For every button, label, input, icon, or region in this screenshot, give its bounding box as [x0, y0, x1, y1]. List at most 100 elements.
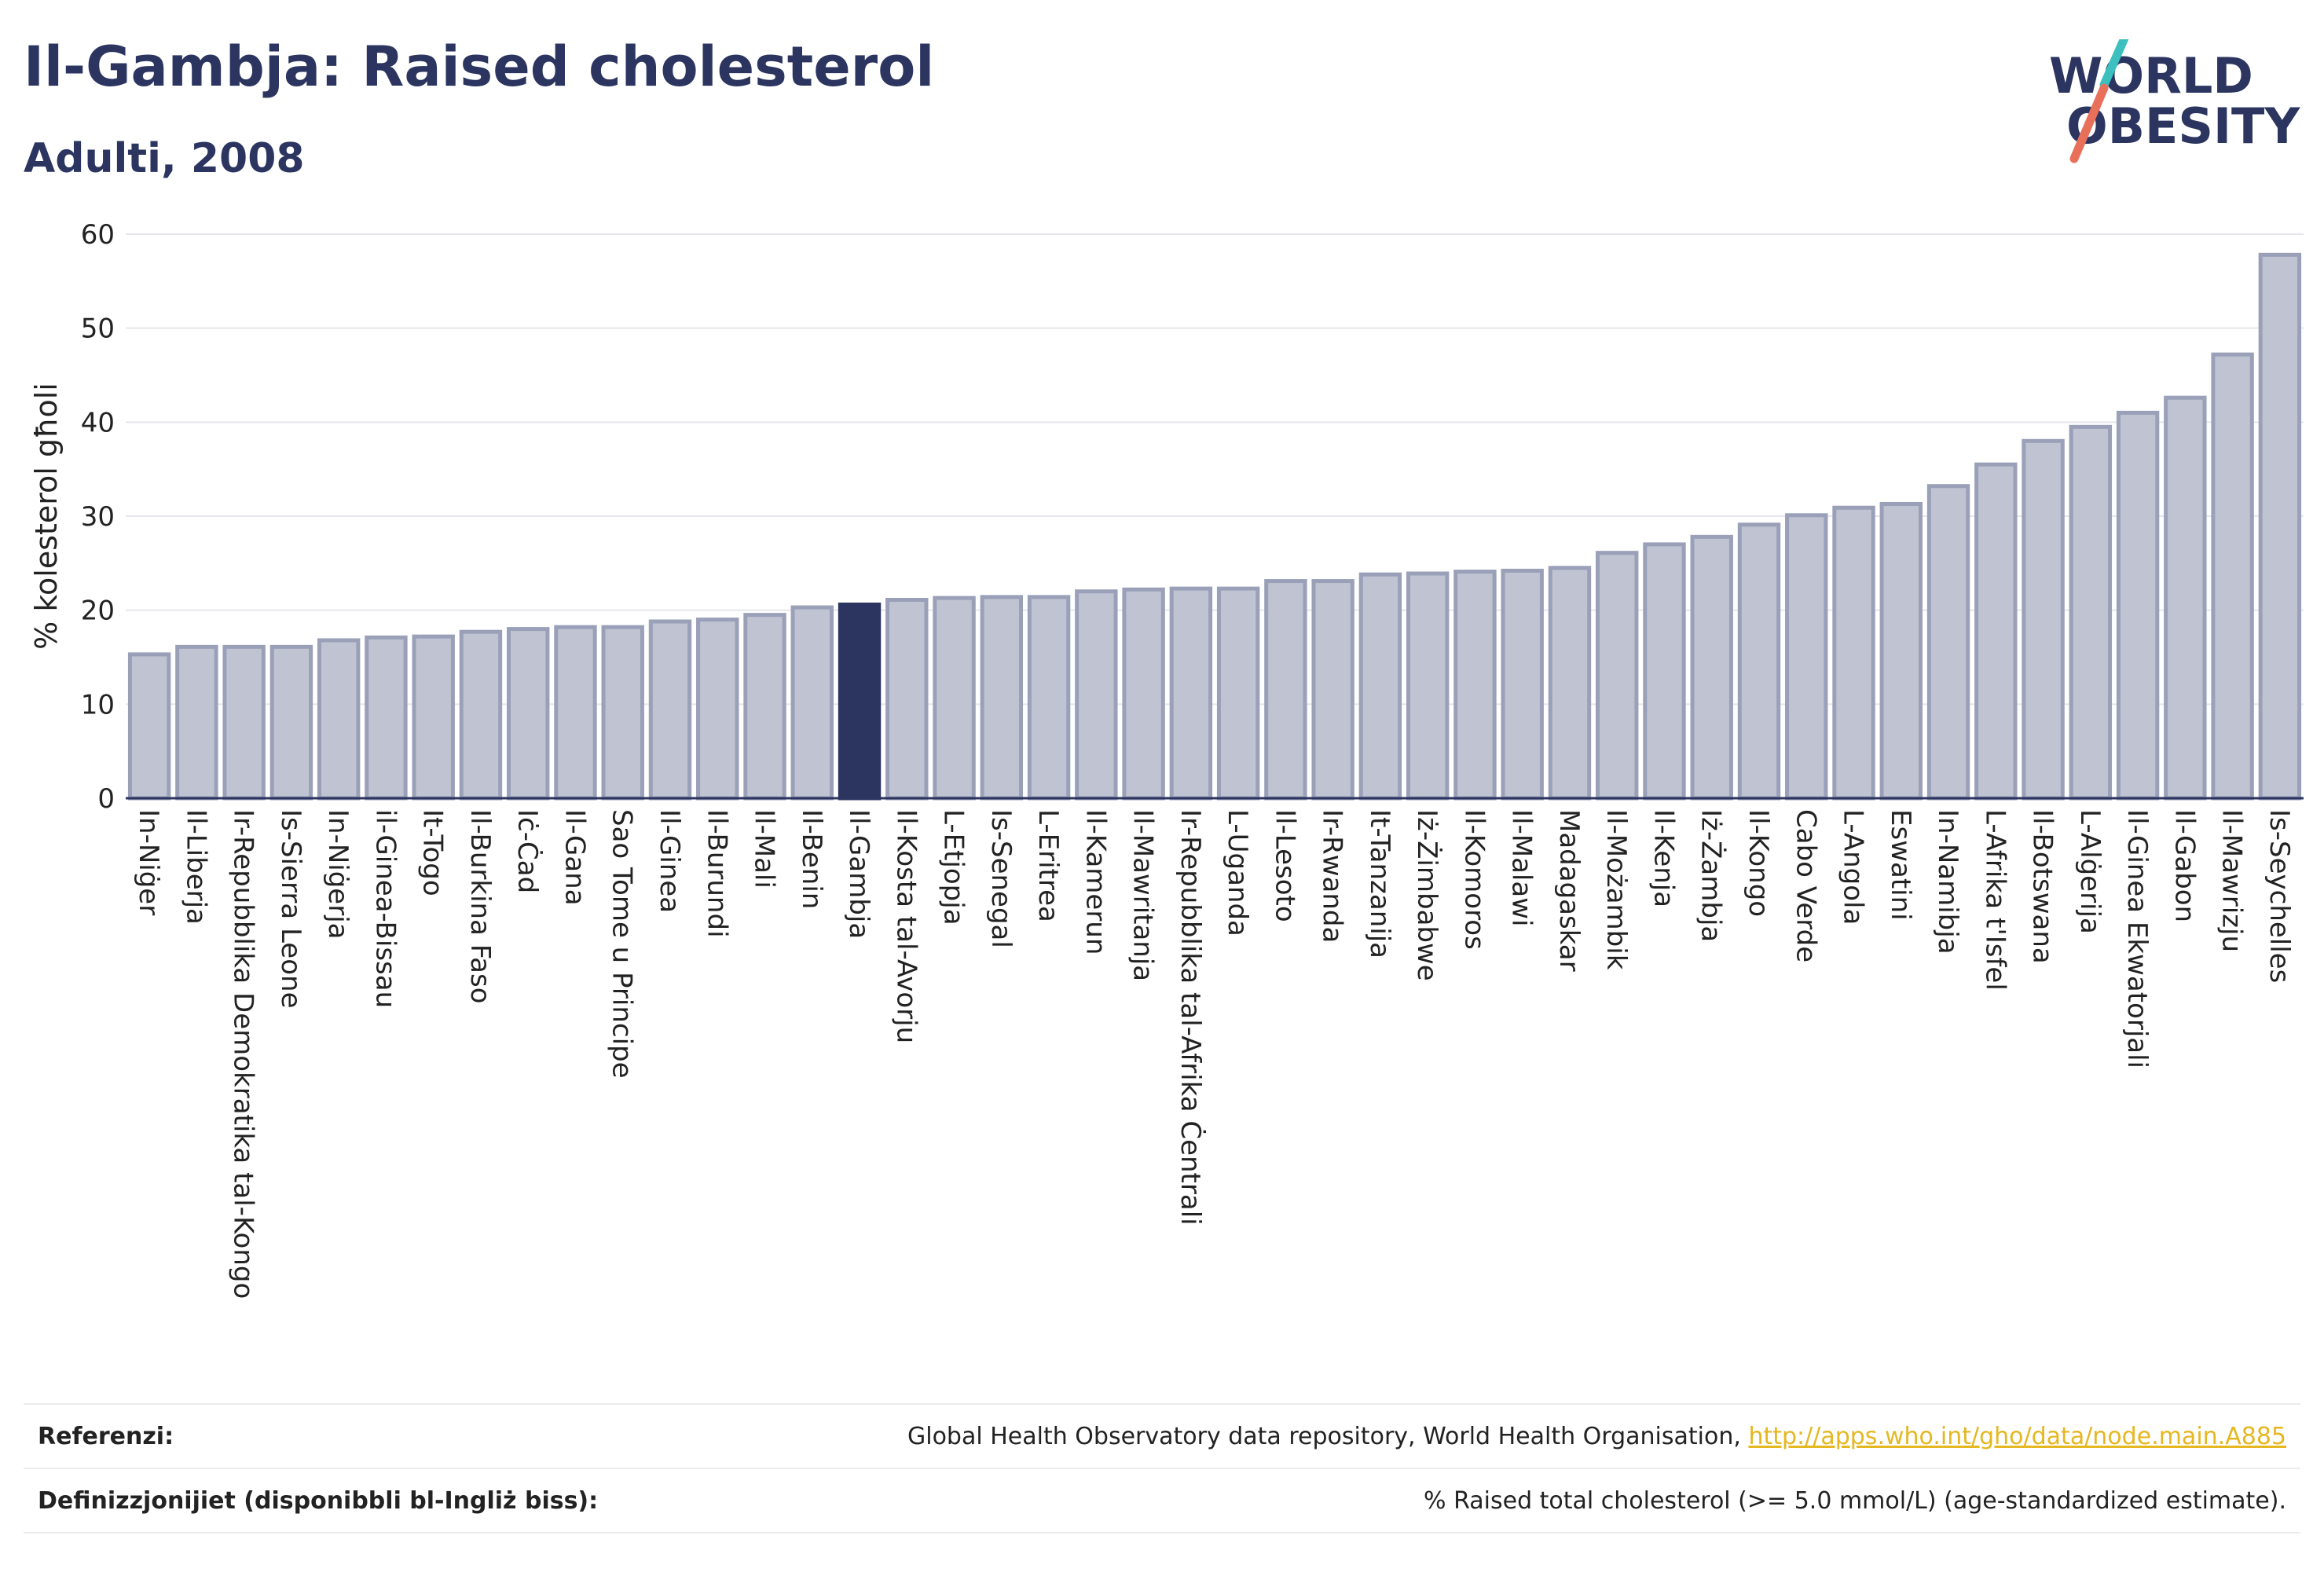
x-tick-label: Is-Sierra Leone: [275, 809, 306, 1009]
bar-default[interactable]: [696, 618, 739, 801]
bar-default[interactable]: [1737, 522, 1781, 801]
references-text: Global Health Observatory data repositor…: [907, 1422, 1741, 1450]
x-tick-label: Cabo Verde: [1790, 809, 1821, 962]
bar-default[interactable]: [648, 619, 692, 801]
chart-title: Il-Gambja: Raised cholesterol: [24, 35, 935, 99]
x-tick-label: L-Angola: [1838, 809, 1869, 925]
x-tick-label: Ir-Repubblika tal-Afrika Ċentrali: [1175, 809, 1207, 1226]
bar-default[interactable]: [601, 625, 644, 801]
bar-default[interactable]: [743, 613, 786, 801]
x-tick-label: Il-Kongo: [1743, 809, 1774, 917]
bar-default[interactable]: [2022, 438, 2065, 801]
references-link[interactable]: http://apps.who.int/gho/data/node.main.A…: [1748, 1422, 2286, 1450]
y-tick-label: 50: [81, 313, 115, 345]
bar-default[interactable]: [1358, 572, 1402, 801]
x-tick-label: It-Togo: [417, 809, 449, 896]
bar-default[interactable]: [1785, 513, 1828, 801]
references-value: Global Health Observatory data repositor…: [907, 1423, 2300, 1450]
y-axis-label: % kolesterol għoli: [29, 383, 64, 650]
definitions-label: Definizzjonijiet (disponibbli bl-Ingliż …: [38, 1486, 599, 1515]
bar-default[interactable]: [1169, 586, 1213, 801]
bar-default[interactable]: [1879, 501, 1923, 801]
logo-slash-top: [2099, 39, 2129, 90]
bar-default[interactable]: [459, 629, 503, 801]
x-tick-label: Il-Benin: [796, 809, 827, 909]
logo-text-world: WORLD: [2049, 47, 2253, 104]
y-tick-label: 40: [81, 407, 115, 438]
x-tick-label: L-Uganda: [1222, 809, 1253, 936]
x-tick-label: Il-Mawritanja: [1127, 809, 1159, 981]
x-tick-label: Il-Kosta tal-Avorju: [890, 809, 922, 1043]
bar-default[interactable]: [1596, 551, 1639, 801]
bar-default[interactable]: [1027, 595, 1071, 801]
x-tick-label: Ir-Repubblika Demokratika tal-Kongo: [228, 809, 259, 1299]
references-label: Referenzi:: [38, 1422, 174, 1450]
definitions-row: Definizzjonijiet (disponibbli bl-Ingliż …: [24, 1468, 2300, 1534]
x-tick-label: Il-Lesoto: [1269, 809, 1300, 922]
bar-default[interactable]: [1453, 570, 1497, 801]
bar-default[interactable]: [127, 652, 171, 801]
bar-default[interactable]: [2069, 424, 2113, 801]
y-tick-label: 60: [81, 219, 115, 251]
bar-default[interactable]: [1501, 568, 1544, 801]
bar-default[interactable]: [790, 605, 834, 801]
bar-chart: 0 10 20 30 40 50 60 % kolesterol għoli In-Niġer I…: [29, 219, 2304, 1299]
bar-default[interactable]: [1548, 566, 1592, 801]
x-tick-label: L-Afrika t'Isfel: [1979, 809, 2011, 991]
bar-default[interactable]: [1690, 534, 1733, 801]
bar-highlighted[interactable]: [838, 602, 882, 801]
x-tick-label: In-Niġer: [133, 809, 164, 915]
bar-default[interactable]: [412, 634, 455, 801]
x-tick-label: Il-Mawrizju: [2216, 809, 2248, 952]
bar-default[interactable]: [1974, 462, 2018, 801]
bar-default[interactable]: [1832, 505, 1875, 801]
x-tick-label: L-Alġerija: [2074, 809, 2106, 934]
x-tick-label: Il-Burundi: [701, 809, 732, 938]
x-tick-label: Is-Senegal: [985, 809, 1017, 948]
x-tick-label: Il-Gana: [559, 809, 590, 906]
x-tick-label: Il-Kenja: [1648, 809, 1679, 907]
x-tick-label: Is-Seychelles: [2264, 809, 2295, 983]
bar-default[interactable]: [269, 644, 313, 801]
x-tick-label: Iż-Żambja: [1695, 809, 1727, 942]
logo-text-obesity: OBESITY: [2066, 97, 2300, 155]
x-tick-label: Eswatini: [1885, 809, 1916, 921]
x-tick-label: Madagaskar: [1553, 809, 1585, 972]
bar-default[interactable]: [2258, 252, 2302, 801]
bar-default[interactable]: [933, 596, 976, 801]
bar-default[interactable]: [1926, 484, 1970, 801]
x-tick-label: Il-Ginea Ekwatorjali: [2121, 809, 2153, 1068]
bar-default[interactable]: [2211, 352, 2254, 801]
references-row: Referenzi: Global Health Observatory dat…: [24, 1403, 2300, 1468]
logo-slash-bottom: [2069, 83, 2109, 163]
x-tick-label: Il-Możambik: [1600, 809, 1632, 970]
bar-default[interactable]: [1311, 579, 1354, 801]
bar-default[interactable]: [2116, 410, 2160, 801]
bar-default[interactable]: [222, 644, 266, 801]
bar-default[interactable]: [554, 625, 597, 801]
bar-default[interactable]: [175, 644, 218, 801]
bar-default[interactable]: [1075, 589, 1118, 801]
bar-default[interactable]: [1406, 571, 1450, 801]
x-tick-label: In-Namibja: [1932, 809, 1963, 955]
x-tick-label: Il-Malawi: [1506, 809, 1538, 926]
bar-default[interactable]: [317, 638, 361, 801]
x-tick-label: L-Etjopja: [938, 809, 970, 925]
bar-default[interactable]: [1216, 586, 1260, 801]
bar-default[interactable]: [2164, 395, 2207, 801]
bar-default[interactable]: [980, 595, 1024, 801]
bar-default[interactable]: [1264, 579, 1307, 801]
x-tick-label: Ir-Rwanda: [1317, 809, 1348, 943]
world-obesity-logo: WORLD OBESITY: [2049, 39, 2300, 163]
x-tick-label: Il-Gambja: [843, 809, 874, 939]
bar-default[interactable]: [1122, 587, 1165, 801]
x-tick-label: It-Tanzanija: [1364, 809, 1395, 958]
x-tick-label: Iċ-Ċad: [511, 809, 544, 893]
bar-default[interactable]: [1643, 542, 1686, 801]
bar-default[interactable]: [507, 627, 550, 801]
x-tick-label: L-Eritrea: [1032, 809, 1064, 922]
bar-default[interactable]: [365, 635, 408, 801]
x-tick-label: In-Niġerja: [322, 809, 354, 939]
x-tick-label: Il-Gabon: [2168, 809, 2200, 922]
bar-default[interactable]: [885, 598, 929, 801]
